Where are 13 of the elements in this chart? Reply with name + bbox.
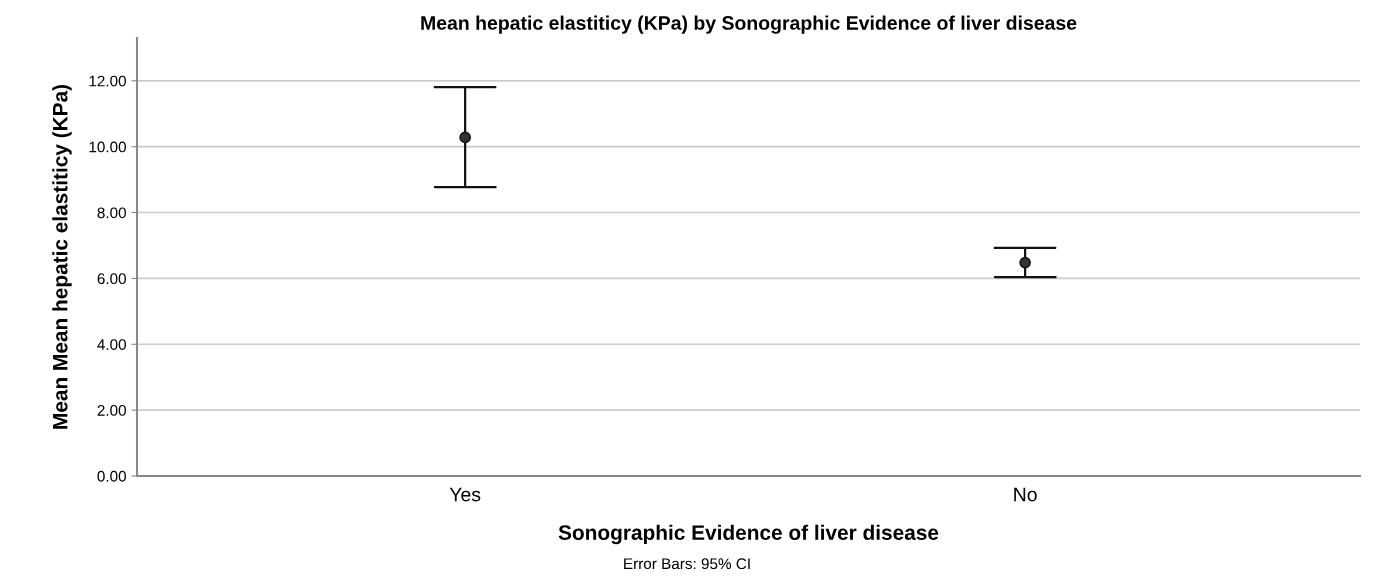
y-tick-label: 2.00 (97, 405, 126, 416)
chart-title: Mean hepatic elastiticy (KPa) by Sonographic Evidence of liver disease (421, 15, 1077, 34)
y-tick-label: 10.00 (89, 141, 126, 153)
x-axis-title: Sonographic Evidence of liver disease (558, 524, 939, 545)
y-tick-label: 12.00 (89, 75, 126, 87)
y-tick-label: 0.00 (97, 470, 126, 482)
x-tick-label: Yes (449, 487, 481, 502)
x-tick-label: No (1014, 487, 1037, 502)
y-tick-label: 8.00 (97, 207, 126, 219)
y-tick-label: 6.00 (97, 273, 126, 285)
text: Error Bars: 95% CI (624, 558, 750, 570)
y-axis-title: Mean Mean hepatic elastiticy (KPa) (52, 84, 72, 429)
y-tick-label: 4.00 (97, 339, 126, 350)
